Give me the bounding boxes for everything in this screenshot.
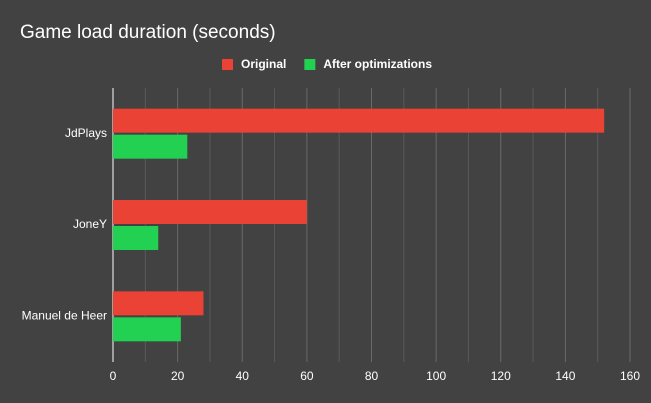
legend-label: Original: [241, 57, 286, 71]
x-tick-label: 0: [110, 369, 117, 383]
x-tick-label: 20: [171, 369, 185, 383]
x-tick-label: 100: [426, 369, 446, 383]
bar: [113, 200, 307, 224]
x-tick-label: 160: [620, 369, 640, 383]
bar: [113, 291, 204, 316]
y-tick-label: Manuel de Heer: [22, 309, 107, 323]
bar: [113, 134, 188, 159]
x-tick-label: 80: [365, 369, 379, 383]
bar: [113, 226, 159, 250]
x-tick-label: 120: [491, 369, 511, 383]
legend-swatch: [304, 59, 316, 70]
y-tick-label: JdPlays: [65, 126, 107, 140]
x-tick-label: 40: [236, 369, 250, 383]
y-tick-label: JoneY: [73, 217, 107, 231]
bar: [113, 317, 181, 342]
x-tick-label: 60: [300, 369, 314, 383]
chart-title: Game load duration (seconds): [20, 22, 276, 43]
bar: [113, 108, 605, 133]
legend-label: After optimizations: [323, 57, 432, 71]
legend-swatch: [222, 59, 233, 70]
x-tick-label: 140: [555, 369, 575, 383]
